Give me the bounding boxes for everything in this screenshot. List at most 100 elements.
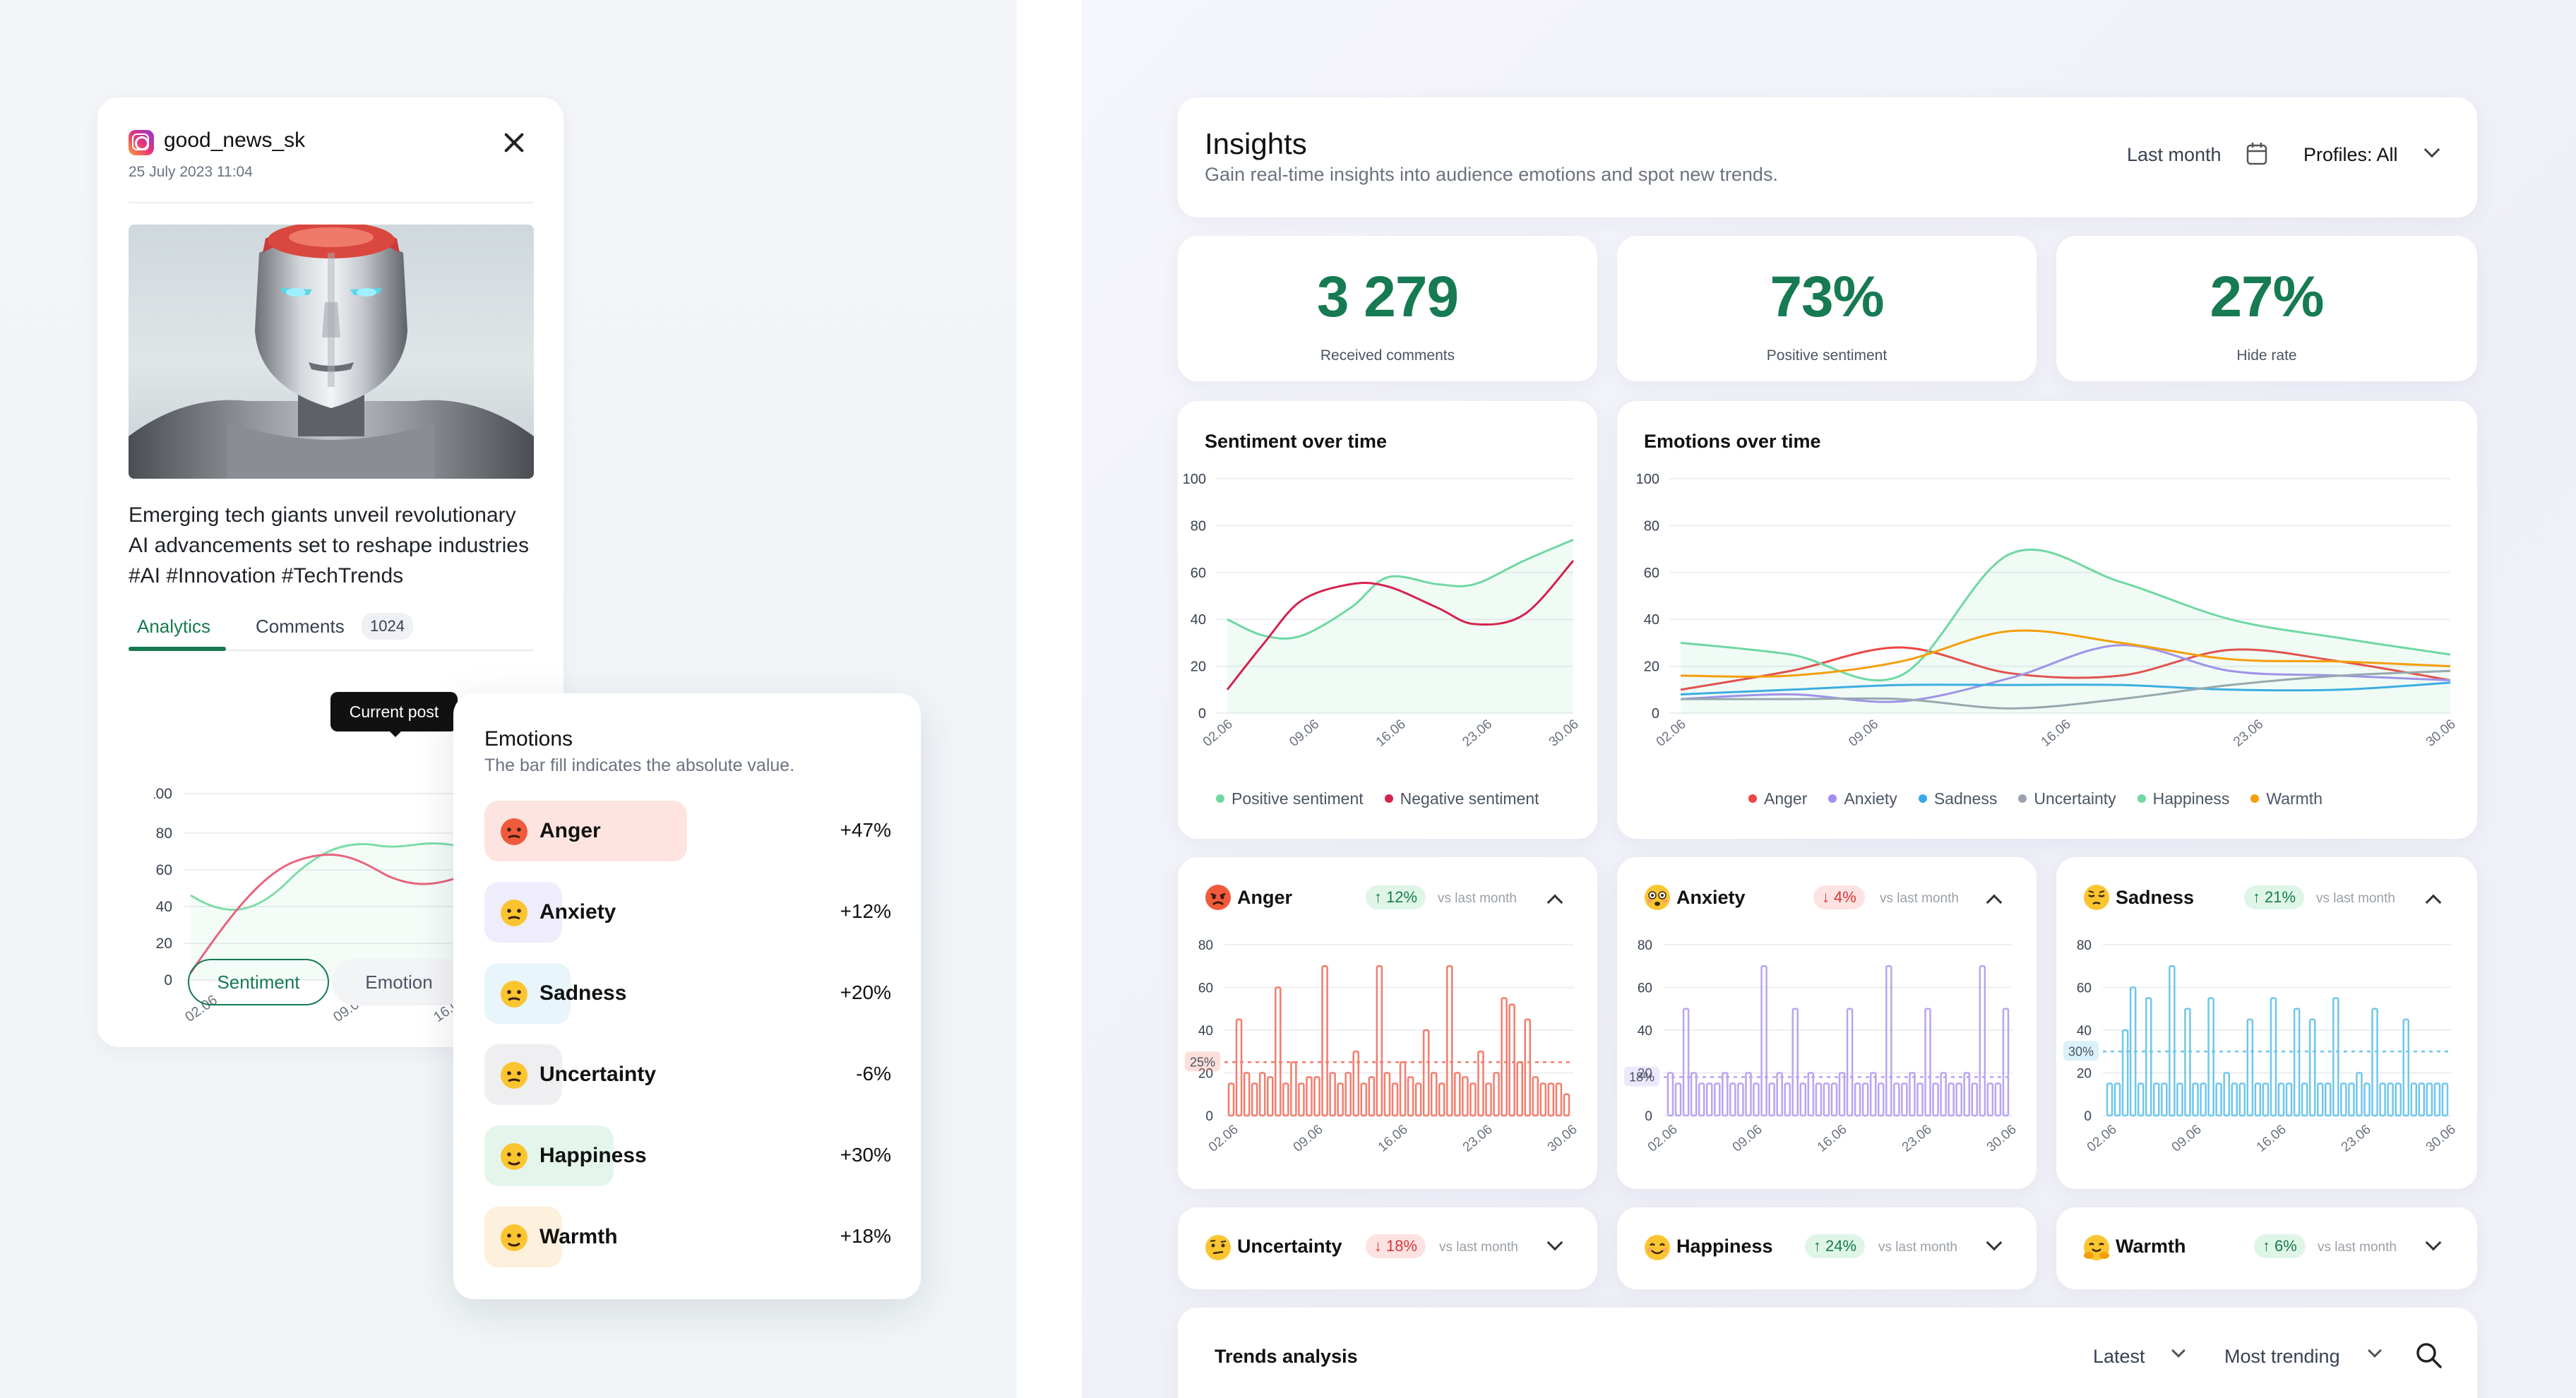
bar[interactable] [2113,1082,2121,1117]
bar[interactable] [1838,1072,1846,1117]
bar[interactable] [2418,1082,2426,1117]
bar[interactable] [1438,1082,1445,1117]
bar[interactable] [1454,1072,1461,1117]
sort-most-trending[interactable]: Most trending [2224,1346,2340,1367]
bar[interactable] [2441,1082,2449,1117]
bar[interactable] [2270,997,2277,1117]
warmth-card[interactable]: Warmth ↑ 6% vs last month [2056,1207,2477,1289]
chevron-up-icon[interactable] [1986,894,2003,911]
bar[interactable] [1854,1082,1861,1117]
bar[interactable] [1469,1082,1477,1117]
calendar-icon[interactable] [2246,141,2268,167]
uncertainty-card[interactable]: Uncertainty ↓ 18% vs last month [1178,1207,1597,1289]
bar[interactable] [1391,1082,1399,1117]
bar[interactable] [2161,1082,2168,1117]
bar[interactable] [1916,1082,1924,1117]
bar[interactable] [2137,1082,2145,1117]
bar[interactable] [2192,1082,2199,1117]
bar[interactable] [1823,1082,1830,1117]
bar[interactable] [2433,1082,2441,1117]
bar[interactable] [1901,1082,1908,1117]
bar[interactable] [2215,1082,2222,1117]
sort-latest[interactable]: Latest [2093,1346,2145,1367]
bar[interactable] [1714,1082,1721,1117]
bar[interactable] [1979,965,1986,1117]
legend-item[interactable]: Anxiety [1828,789,1897,808]
profiles-selector[interactable]: Profiles: All [2303,144,2398,165]
bar[interactable] [1994,1082,2002,1117]
chevron-down-icon[interactable] [2425,1234,2442,1251]
legend-item[interactable]: Anger [1748,789,1807,808]
bar[interactable] [2200,1082,2207,1117]
bar[interactable] [1698,1082,1705,1117]
bar[interactable] [1337,1082,1344,1117]
bar[interactable] [2395,1082,2402,1117]
bar[interactable] [1986,1082,1994,1117]
bar[interactable] [1563,1093,1570,1117]
bar[interactable] [1313,1076,1320,1117]
post-text-hashtags[interactable]: #AI #Innovation #TechTrends [129,564,404,587]
bar[interactable] [1532,1076,1539,1117]
bar[interactable] [1909,1072,1916,1117]
bar[interactable] [1791,1008,1799,1117]
bar[interactable] [2348,1082,2355,1117]
bar[interactable] [1477,1051,1484,1117]
bar[interactable] [1508,1003,1515,1117]
bar[interactable] [2207,997,2214,1117]
bar[interactable] [1674,1082,1682,1117]
chevron-up-icon[interactable] [2425,894,2442,911]
bar[interactable] [1846,1008,1854,1117]
bar[interactable] [1745,1072,1752,1117]
legend-item[interactable]: Sadness [1918,789,1997,808]
chevron-down-icon[interactable] [2423,141,2440,158]
bar[interactable] [2231,1082,2238,1117]
bar[interactable] [1784,1082,1791,1117]
bar[interactable] [2277,1082,2285,1117]
bar[interactable] [1399,1061,1407,1117]
bar[interactable] [1360,1082,1368,1117]
bar[interactable] [1963,1072,1971,1117]
bar[interactable] [2121,1029,2129,1117]
bar[interactable] [2106,1082,2113,1117]
bar[interactable] [1266,1076,1274,1117]
bar[interactable] [1830,1082,1838,1117]
chevron-down-icon[interactable] [2368,1344,2382,1358]
bar[interactable] [1352,1051,1360,1117]
bar[interactable] [2002,1008,2010,1117]
bar[interactable] [2169,965,2176,1117]
bar[interactable] [1422,1029,1430,1117]
bar[interactable] [2332,997,2339,1117]
bar[interactable] [2308,1018,2316,1117]
search-icon[interactable] [2415,1342,2443,1370]
chevron-down-icon[interactable] [2171,1344,2186,1358]
bar[interactable] [1516,1061,1523,1117]
bar[interactable] [2262,1082,2270,1117]
bar[interactable] [1885,965,1892,1117]
bar[interactable] [1407,1076,1414,1117]
bar[interactable] [2356,1072,2363,1117]
bar[interactable] [1383,1072,1391,1117]
bar[interactable] [2254,1082,2262,1117]
legend-item[interactable]: Warmth [2250,789,2322,808]
bar[interactable] [1539,1082,1547,1117]
bar[interactable] [1722,1072,1729,1117]
bar[interactable] [1932,1082,1939,1117]
bar[interactable] [2285,1082,2293,1117]
bar[interactable] [1737,1082,1744,1117]
close-icon[interactable] [500,129,528,157]
tab-comments[interactable]: Comments [256,616,345,637]
bar[interactable] [1485,1082,1492,1117]
bar[interactable] [1227,1082,1235,1117]
bar[interactable] [1893,1082,1900,1117]
bar[interactable] [1666,1072,1674,1117]
emotion-row[interactable]: Anxiety +12% [484,882,891,943]
bar[interactable] [1501,997,1508,1117]
emotion-row[interactable]: Sadness +20% [484,963,891,1024]
emotion-row[interactable]: Anger +47% [484,801,891,861]
bar[interactable] [2340,1082,2347,1117]
bar[interactable] [1290,1061,1297,1117]
bar[interactable] [2176,1082,2183,1117]
bar[interactable] [1753,1082,1760,1117]
bar[interactable] [2246,1018,2254,1117]
bar[interactable] [1243,1072,1251,1117]
